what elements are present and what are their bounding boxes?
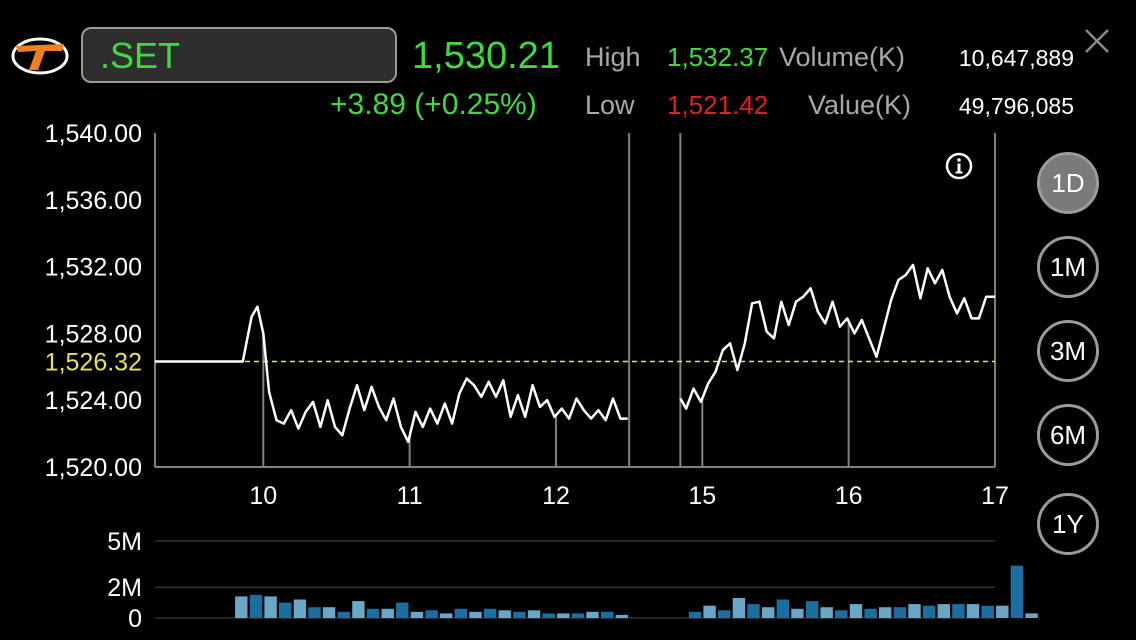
volume-bar <box>937 604 950 618</box>
low-value: 1,521.42 <box>667 90 769 120</box>
volume-bar <box>322 607 336 618</box>
volume-bar <box>425 610 438 618</box>
volume-tick-label: 0 <box>128 605 142 633</box>
volume-tick-label: 2M <box>107 574 142 602</box>
volume-bar <box>688 611 702 618</box>
volume-bar <box>542 613 555 618</box>
range-button-6m[interactable]: 6M <box>1037 404 1099 466</box>
volume-bar <box>483 608 497 618</box>
price-line-afternoon <box>679 263 995 410</box>
y-tick-label: 1,528.00 <box>45 320 142 348</box>
volume-bar <box>557 613 570 618</box>
volume-bar <box>732 598 746 618</box>
volume-bar <box>864 608 877 618</box>
range-button-1y[interactable]: 1Y <box>1037 493 1099 555</box>
volume-bar <box>879 607 892 618</box>
price-change: +3.89 (+0.25%) <box>330 88 537 121</box>
low-label: Low <box>585 90 635 120</box>
volume-bars <box>235 565 1038 618</box>
value-label: Value(K) <box>808 90 912 120</box>
info-icon[interactable] <box>944 151 974 181</box>
volume-bar <box>235 596 248 618</box>
volume-bar <box>264 596 277 618</box>
price-grid <box>154 133 996 468</box>
range-button-1m[interactable]: 1M <box>1037 236 1099 298</box>
volume-bar <box>703 605 716 618</box>
high-value: 1,532.37 <box>667 42 769 72</box>
x-tick-label: 12 <box>542 482 570 510</box>
volume-bar <box>396 602 409 618</box>
volume-bar <box>615 614 628 618</box>
volume-bar <box>849 604 863 618</box>
price-y-axis: 1,540.00 1,536.00 1,532.00 1,528.00 1,524.00… <box>45 120 142 482</box>
y-tick-label: 1,540.00 <box>45 120 142 148</box>
volume-bar <box>981 605 994 618</box>
x-tick-label: 17 <box>981 482 1009 510</box>
price-x-axis: 10 11 12 15 16 17 <box>249 482 1009 510</box>
symbol-input[interactable] <box>81 27 397 83</box>
volume-bar <box>805 601 819 618</box>
volume-y-axis: 5M 2M 0 <box>107 528 142 633</box>
symbol-text: .SET <box>100 35 181 76</box>
volume-bar <box>966 604 980 618</box>
volume-value: 10,647,889 <box>958 45 1074 71</box>
high-label: High <box>585 42 641 72</box>
volume-bar <box>835 610 848 618</box>
x-tick-label: 10 <box>249 482 277 510</box>
x-tick-label: 11 <box>397 482 423 510</box>
price-lines <box>155 263 995 444</box>
volume-bar <box>352 601 365 618</box>
volume-bar <box>337 611 350 618</box>
volume-bar <box>893 607 907 618</box>
y-tick-label: 1,520.00 <box>45 454 142 482</box>
volume-bar <box>586 611 599 618</box>
volume-bar <box>440 613 453 618</box>
volume-bar <box>922 605 936 618</box>
volume-bar <box>381 608 394 618</box>
close-icon[interactable] <box>1082 26 1112 56</box>
volume-bar <box>747 604 760 618</box>
volume-bar <box>952 604 965 618</box>
volume-bar <box>410 611 424 618</box>
volume-bar <box>791 608 804 618</box>
volume-bar <box>996 605 1009 618</box>
volume-bar <box>513 611 526 618</box>
x-tick-label: 16 <box>835 482 863 510</box>
x-tick-label: 15 <box>688 482 716 510</box>
volume-bar <box>1025 613 1038 618</box>
y-tick-label: 1,532.00 <box>45 254 142 282</box>
volume-bar <box>762 607 775 618</box>
volume-bar <box>571 613 585 618</box>
volume-bar <box>279 602 292 618</box>
volume-bar <box>366 608 380 618</box>
volume-bar <box>908 604 921 618</box>
last-price: 1,530.21 <box>412 35 560 77</box>
range-button-1d[interactable]: 1D <box>1037 152 1099 214</box>
volume-bar <box>527 610 541 618</box>
volume-bar <box>249 594 263 618</box>
logo-icon <box>11 37 69 75</box>
volume-bar <box>718 610 731 618</box>
previous-close-label: 1,526.32 <box>45 348 142 376</box>
volume-bar <box>308 607 321 618</box>
volume-bar <box>820 607 833 618</box>
y-tick-label: 1,524.00 <box>45 387 142 415</box>
volume-tick-label: 5M <box>107 528 142 556</box>
y-tick-label: 1,536.00 <box>45 187 142 215</box>
value-value: 49,796,085 <box>958 93 1074 119</box>
volume-bar <box>601 611 614 618</box>
range-button-3m[interactable]: 3M <box>1037 320 1099 382</box>
volume-bar <box>454 608 467 618</box>
volume-bar <box>1010 565 1024 618</box>
volume-bar <box>469 611 482 618</box>
volume-bar <box>776 599 789 618</box>
volume-bar <box>293 599 307 618</box>
volume-bar <box>498 610 511 618</box>
volume-label: Volume(K) <box>779 42 906 72</box>
price-line-morning <box>155 305 628 444</box>
